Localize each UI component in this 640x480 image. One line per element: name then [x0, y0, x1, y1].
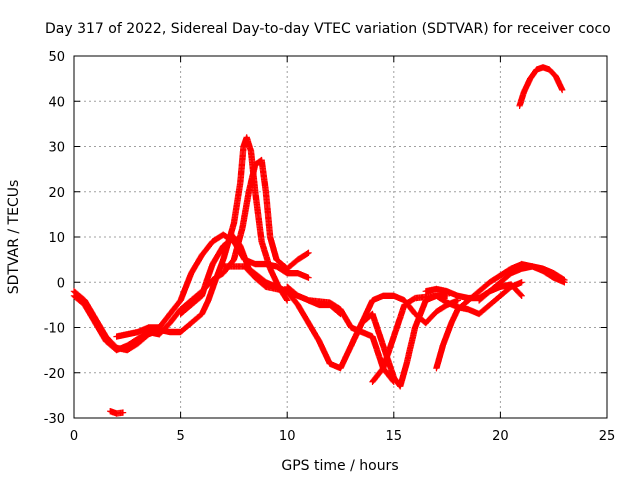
series-markers	[516, 64, 566, 109]
x-tick-label: 25	[599, 429, 616, 444]
series-markers	[475, 263, 568, 304]
series-markers	[113, 231, 312, 340]
x-tick-label: 0	[70, 429, 78, 444]
grid-lines	[74, 56, 607, 418]
series-arc3	[113, 231, 312, 340]
series-arc2	[70, 156, 312, 354]
y-tick-label: 40	[48, 95, 65, 110]
data-series	[70, 64, 568, 417]
y-tick-label: 50	[48, 50, 65, 65]
y-axis-label: SDTVAR / TECUs	[6, 180, 22, 295]
series-markers	[284, 283, 344, 318]
series-markers	[107, 408, 127, 417]
chart-title: Day 317 of 2022, Sidereal Day-to-day VTE…	[45, 21, 611, 37]
series-arc6	[284, 283, 344, 318]
y-tick-label: -10	[44, 322, 65, 337]
x-axis-ticks: 0 5 10 15 20 25	[70, 56, 615, 444]
y-tick-label: 20	[48, 186, 65, 201]
x-tick-label: 15	[386, 429, 403, 444]
y-tick-label: 0	[57, 276, 65, 291]
x-tick-label: 10	[279, 429, 296, 444]
x-tick-label: 20	[492, 429, 509, 444]
series-arc12	[516, 64, 566, 109]
series-markers	[70, 156, 312, 354]
x-axis-label: GPS time / hours	[281, 458, 398, 474]
series-arc11	[475, 263, 568, 304]
y-tick-label: -30	[44, 412, 65, 427]
y-axis-ticks: -30 -20 -10 0 10 20 30 40 50	[44, 50, 607, 427]
series-arc13	[107, 408, 127, 417]
y-tick-label: 10	[48, 231, 65, 246]
y-tick-label: -20	[44, 367, 65, 382]
y-tick-label: 30	[48, 141, 65, 156]
x-tick-label: 5	[176, 429, 184, 444]
